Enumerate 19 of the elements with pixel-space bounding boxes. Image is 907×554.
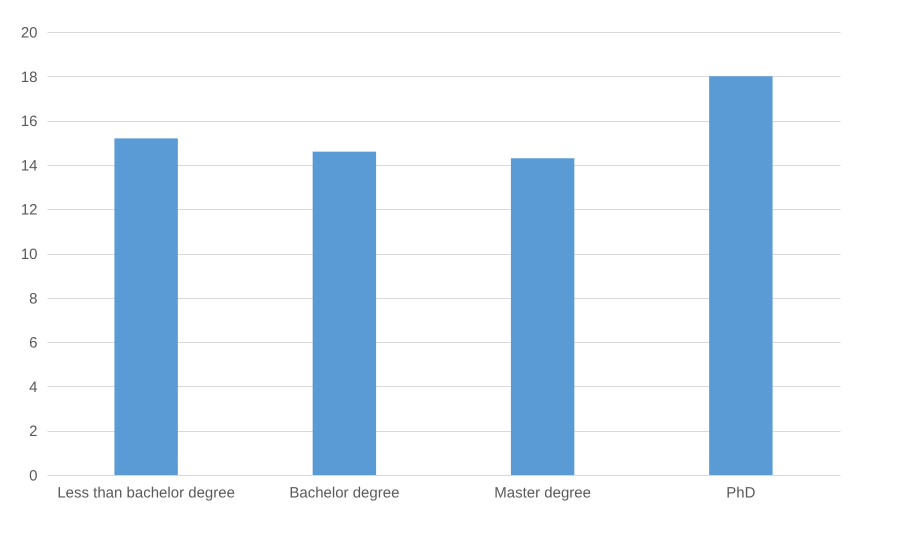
y-tick-label: 8 [29, 290, 38, 308]
bar [709, 76, 773, 475]
y-tick-label: 2 [29, 423, 38, 440]
y-tick-label: 10 [20, 246, 38, 263]
x-tick-label: Bachelor degree [289, 484, 400, 502]
bar [114, 138, 178, 475]
y-tick-label: 12 [20, 202, 38, 219]
y-tick-label: 4 [29, 378, 38, 396]
x-tick-label: Less than bachelor degree [57, 484, 235, 502]
y-tick-label: 0 [29, 468, 38, 484]
x-tick-label: PhD [726, 484, 756, 502]
y-tick-label: 14 [20, 157, 38, 174]
y-tick-label: 20 [20, 24, 38, 42]
y-tick-label: 6 [29, 334, 38, 352]
x-tick-label: Master degree [494, 484, 591, 502]
bar [312, 152, 376, 475]
bar [510, 158, 574, 475]
y-tick-label: 16 [20, 113, 38, 130]
y-tick-label: 18 [20, 68, 38, 86]
